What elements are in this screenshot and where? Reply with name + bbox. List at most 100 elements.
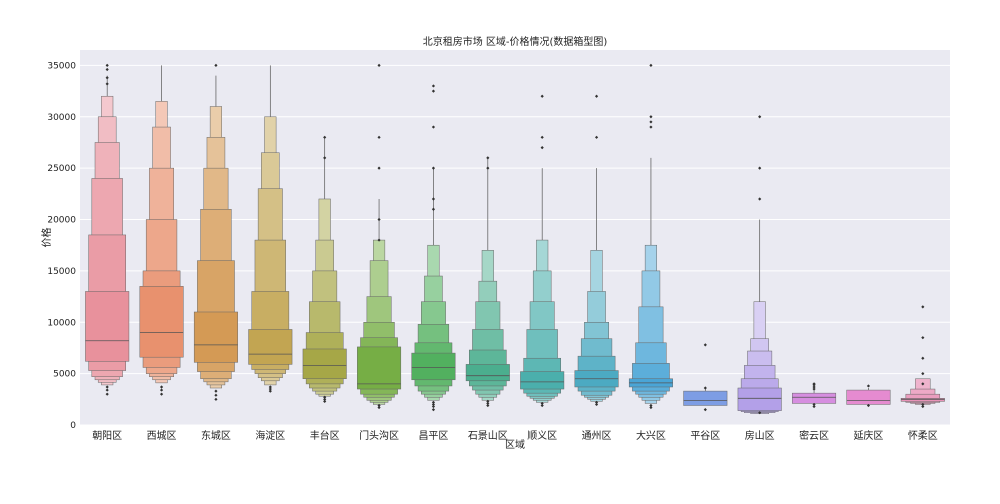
boxen-group <box>683 343 728 412</box>
outlier-point <box>540 94 544 98</box>
outlier-point <box>921 356 925 360</box>
outlier-point <box>921 372 925 376</box>
outlier-point <box>431 402 436 407</box>
x-tick-label: 海淀区 <box>255 429 285 442</box>
outlier-point <box>323 397 327 401</box>
boxen-group <box>302 135 347 403</box>
outlier-point <box>649 120 653 124</box>
outlier-point <box>703 386 707 390</box>
outlier-point <box>214 63 218 68</box>
x-tick-label: 昌平区 <box>418 430 448 442</box>
outlier-point <box>758 166 762 170</box>
y-tick-label: 20000 <box>47 216 76 226</box>
outlier-point <box>866 403 871 408</box>
outlier-point <box>649 403 653 408</box>
y-tick-label: 0 <box>70 421 76 431</box>
y-tick-label: 10000 <box>47 318 76 328</box>
outlier-point <box>540 146 544 150</box>
x-tick-label: 门头沟区 <box>359 429 399 442</box>
outlier-point <box>377 403 381 408</box>
outlier-point <box>921 404 925 409</box>
chart-title: 北京租房市场 区域-价格情况(数据箱型图) <box>423 35 608 48</box>
outlier-point <box>105 63 109 68</box>
outlier-point <box>377 238 381 242</box>
outlier-point <box>431 166 436 170</box>
outlier-point <box>105 392 109 396</box>
boxen-group <box>357 63 402 410</box>
x-axis-label: 区域 <box>505 438 525 451</box>
outlier-point <box>486 156 490 160</box>
outlier-point <box>323 395 327 399</box>
x-tick-label: 密云区 <box>799 429 829 442</box>
x-tick-label: 石景山区 <box>468 430 508 442</box>
boxen-level <box>85 291 130 362</box>
outlier-point <box>703 407 707 412</box>
boxen-level <box>465 364 510 382</box>
outlier-point <box>377 405 381 410</box>
boxen-level <box>302 348 347 380</box>
boxen-level <box>792 392 837 404</box>
outlier-point <box>431 197 436 201</box>
x-tick-label: 房山区 <box>745 429 775 442</box>
outlier-point <box>431 84 436 88</box>
outlier-point <box>921 402 925 407</box>
outlier-point <box>105 385 109 389</box>
x-tick-label: 朝阳区 <box>92 430 122 442</box>
outlier-point <box>431 89 436 93</box>
boxen-level <box>846 389 891 405</box>
outlier-point <box>377 63 381 68</box>
outlier-point <box>812 387 816 391</box>
y-axis-label: 价格 <box>40 228 53 248</box>
outlier-point <box>431 400 436 404</box>
boxen-group <box>139 65 184 396</box>
boxen-level <box>248 329 293 365</box>
outlier-point <box>649 63 653 68</box>
outlier-point <box>540 403 544 408</box>
outlier-point <box>431 407 436 412</box>
outlier-point <box>105 82 109 86</box>
outlier-point <box>594 135 599 139</box>
x-tick-label: 丰台区 <box>310 429 340 442</box>
outlier-point <box>703 343 707 347</box>
x-tick-label: 顺义区 <box>527 430 557 442</box>
x-tick-label: 平谷区 <box>690 430 720 442</box>
outlier-point <box>377 166 381 170</box>
x-tick-label: 怀柔区 <box>908 430 938 442</box>
outlier-point <box>758 411 762 415</box>
outlier-point <box>105 67 109 72</box>
y-tick-label: 5000 <box>53 370 76 380</box>
boxen-level <box>357 346 402 390</box>
outlier-point <box>758 115 762 119</box>
outlier-point <box>159 388 164 392</box>
outlier-point <box>486 399 490 403</box>
boxen-level <box>411 352 456 381</box>
boxen-group <box>737 115 782 415</box>
outlier-point <box>214 397 218 401</box>
outlier-point <box>268 389 272 393</box>
outlier-point <box>812 385 816 389</box>
outlier-point <box>323 156 327 160</box>
x-tick-label: 通州区 <box>582 430 612 442</box>
outlier-point <box>214 393 218 397</box>
outlier-point <box>812 383 816 387</box>
boxen-group <box>248 65 293 393</box>
outlier-point <box>594 400 599 404</box>
x-tick-labels: 朝阳区 西城区 东城区 海淀区 丰台区 门头沟区 昌平区 石景山区 顺义区 通州区 大兴区 平谷区 房山… <box>92 429 938 442</box>
outlier-point <box>866 384 871 388</box>
boxen-group <box>465 156 510 408</box>
outlier-point <box>921 382 925 386</box>
outlier-point <box>812 402 816 407</box>
boxen-group <box>411 84 456 412</box>
boxen-group <box>846 384 891 408</box>
outlier-point <box>812 404 816 409</box>
x-tick-label: 大兴区 <box>636 429 666 442</box>
boxen-level <box>683 390 728 406</box>
outlier-point <box>594 94 599 98</box>
boxen-group <box>900 305 945 409</box>
outlier-point <box>323 399 327 403</box>
boxen-series <box>85 63 945 415</box>
x-tick-label: 东城区 <box>201 429 231 442</box>
outlier-point <box>159 392 164 396</box>
